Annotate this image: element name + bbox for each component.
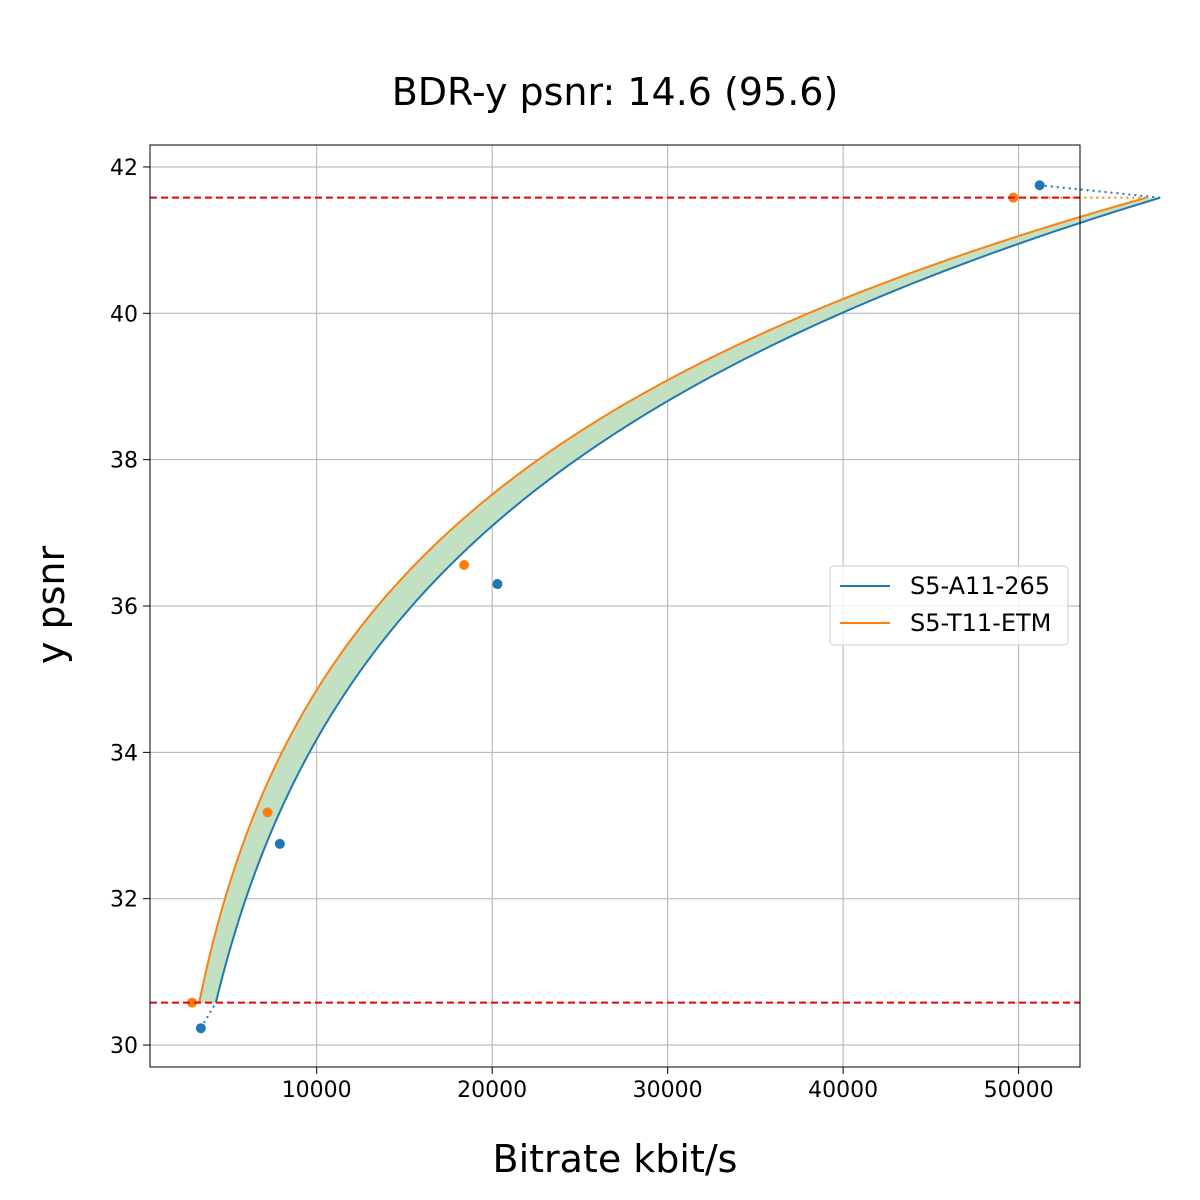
series-extension-high xyxy=(1039,184,1161,199)
data-point xyxy=(274,838,285,849)
legend-label: S5-T11-ETM xyxy=(910,609,1051,637)
x-tick-label: 40000 xyxy=(808,1078,878,1103)
y-axis-label: y psnr xyxy=(29,546,73,665)
y-tick-label: 30 xyxy=(110,1034,138,1059)
legend: S5-A11-265 S5-T11-ETM xyxy=(829,565,1069,646)
reference-lines xyxy=(150,196,1080,1004)
data-point xyxy=(187,997,198,1008)
legend-label: S5-A11-265 xyxy=(910,572,1050,600)
series-extension-low xyxy=(200,1002,217,1029)
x-axis-label: Bitrate kbit/s xyxy=(493,1137,738,1181)
axis-ticks: 10000 20000 30000 40000 50000 30 32 34 36 38 40 42 xyxy=(110,156,1054,1103)
data-point xyxy=(262,807,273,818)
x-tick-label: 10000 xyxy=(282,1078,352,1103)
data-point xyxy=(195,1023,206,1034)
series-line xyxy=(198,196,1147,1003)
bd-area-polygon xyxy=(199,197,1161,1003)
chart-title: BDR-y psnr: 14.6 (95.6) xyxy=(392,70,839,114)
y-tick-label: 36 xyxy=(110,595,138,620)
y-tick-label: 34 xyxy=(110,741,138,766)
y-tick-label: 40 xyxy=(110,302,138,327)
data-point xyxy=(492,579,503,590)
bd-area-fill xyxy=(199,197,1161,1003)
x-tick-label: 50000 xyxy=(984,1078,1054,1103)
data-point xyxy=(459,560,470,571)
y-tick-label: 38 xyxy=(110,449,138,474)
x-tick-label: 30000 xyxy=(633,1078,703,1103)
y-tick-label: 32 xyxy=(110,888,138,913)
series-layer xyxy=(187,180,1161,1034)
x-tick-label: 20000 xyxy=(457,1078,527,1103)
data-point xyxy=(1034,180,1045,191)
series-line xyxy=(214,196,1161,1003)
y-tick-label: 42 xyxy=(110,156,138,181)
